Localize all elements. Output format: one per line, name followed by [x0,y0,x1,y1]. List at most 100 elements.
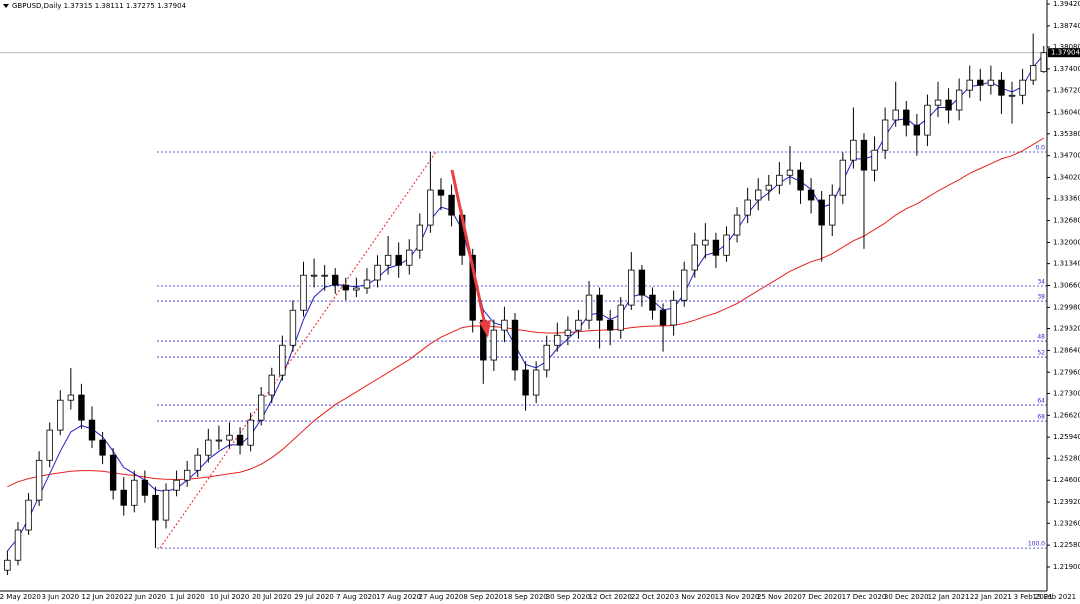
candle-body [892,109,899,121]
y-tick-label: 1.23260 [1053,519,1080,527]
y-tick-label: 1.34700 [1053,152,1080,160]
candle-body [554,334,561,346]
x-tick-label: 12 Oct 2020 [589,593,632,601]
candle-body [659,309,667,326]
x-tick-label: 15 Feb 2021 [1033,593,1077,601]
candle-body [173,479,180,491]
candle-body [501,319,508,331]
candle-body [681,269,688,301]
x-tick-label: 27 Aug 2020 [419,593,464,601]
candle-body [628,269,635,306]
y-tick-label: 1.30660 [1053,281,1080,289]
levels: 0.0 34 38 48 52 64 68 100.0 [0,52,1047,549]
candle-body [1008,94,1016,97]
fib-label: 34 [1037,279,1045,286]
candle-body [934,99,942,106]
candle-body [363,279,371,289]
x-tick-label: 12 Jun 2020 [82,593,124,601]
price-label: 1.37904 [1051,49,1080,57]
candle-body [289,309,297,346]
arrow [450,169,491,338]
y-tick-label: 1.33360 [1053,195,1080,203]
x-tick-label: 20 Jul 2020 [252,593,292,601]
y-tick-label: 1.31340 [1053,260,1080,268]
candle-body [131,479,138,506]
candles [4,33,1047,576]
candle-body [649,294,656,311]
y-tick-label: 1.21900 [1053,563,1080,571]
x-tick-label: 7 Dec 2020 [802,593,842,601]
x-tick-label: 17 Aug 2020 [376,593,421,601]
y-tick-label: 1.25940 [1053,433,1080,441]
candle-body [744,199,751,216]
x-tick-label: 17 Dec 2020 [842,593,887,601]
candle-body [987,79,995,86]
chart-title: GBPUSD,Daily 1.37315 1.38111 1.37275 1.3… [12,2,187,10]
y-tick-label: 1.25280 [1053,454,1080,462]
candle-body [205,439,212,456]
candle-body [321,274,328,277]
y-tick-label: 1.35380 [1053,130,1080,138]
candle-body [247,419,254,446]
fib-label: 38 [1037,294,1045,301]
candle-body [850,139,857,161]
candle-body [596,294,603,321]
x-tick-label: 13 Nov 2020 [715,593,760,601]
y-tick-label: 1.39420 [1053,0,1080,8]
candle-body [807,189,815,201]
x-tick-label: 29 Jul 2020 [294,593,334,601]
y-tick-label: 1.28640 [1053,346,1080,354]
candle-body [638,269,646,296]
candle-body [99,439,106,456]
candle-body [966,79,973,91]
candle-body [448,194,455,216]
candle-body [14,529,22,561]
candle-body [1019,79,1026,96]
moving-average [7,137,1045,488]
y-tick-label: 1.29320 [1053,325,1080,333]
fib-label: 0.0 [1035,145,1045,152]
candle-body [469,254,476,321]
candle-body [564,329,572,336]
candle-body [522,369,529,396]
y-tick-label: 1.34020 [1053,174,1080,182]
candle-body [977,79,984,86]
candle-body [543,344,550,371]
candle-body [839,159,847,196]
x-tick-label: 10 Jul 2020 [210,593,250,601]
candle-body [617,304,624,331]
candle-body [384,254,392,266]
candle-body [829,194,836,226]
fib-label: 100.0 [1028,541,1045,548]
candle-body [670,299,677,326]
candle-body [57,399,64,431]
y-tick-label: 1.23920 [1053,498,1080,506]
candle-body [416,224,424,251]
y-tick-label: 1.24600 [1053,476,1080,484]
x-tick-label: 18 Sep 2020 [503,593,547,601]
candle-body [860,139,868,171]
candle-body [765,184,772,191]
candle-body [532,369,540,396]
x-tick-label: 12 Jan 2021 [928,593,970,601]
candle-body [46,429,53,461]
candle-body [723,234,730,256]
candle-body [257,394,265,421]
candle-body [215,439,223,442]
x-tick-label: 1 Jul 2020 [170,593,205,601]
fib-label: 48 [1037,334,1045,341]
y-tick-label: 1.37400 [1053,65,1080,73]
candle-body [924,104,931,136]
y-tick-label: 1.22580 [1053,541,1080,549]
arrow-shaft [450,169,487,326]
arrow-head [479,320,491,338]
candle-body [88,419,96,441]
candle-body [183,469,191,481]
y-tick-label: 1.29980 [1053,303,1080,311]
candle-body [871,149,878,171]
x-tick-label: 22 Jun 2020 [124,593,166,601]
menu-icon [3,4,9,8]
candle-body [998,79,1005,96]
